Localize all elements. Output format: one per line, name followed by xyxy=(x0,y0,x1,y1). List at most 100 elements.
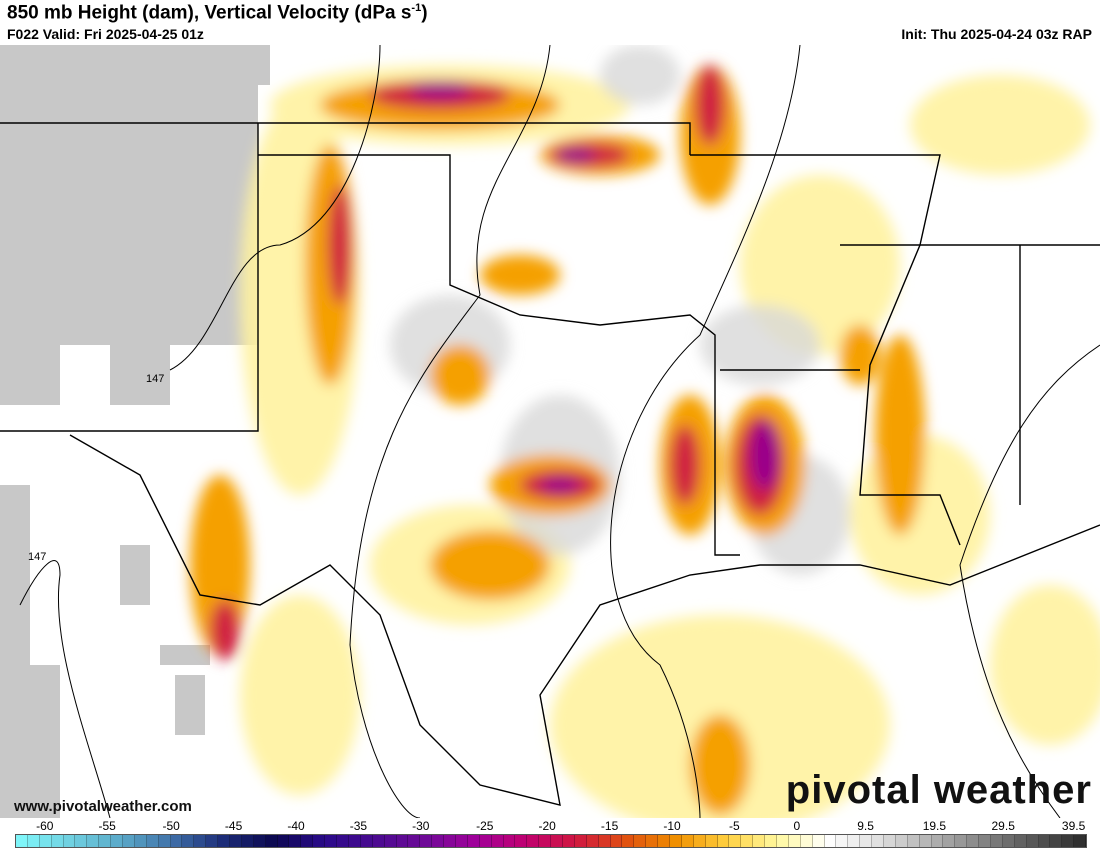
colorbar-cell xyxy=(27,835,40,847)
contour-label: 147 xyxy=(28,551,46,563)
colorbar-cell xyxy=(467,835,480,847)
colorbar-cell xyxy=(741,835,754,847)
colorbar-cell xyxy=(777,835,789,847)
velocity-shading xyxy=(190,45,1100,818)
colorbar-cell xyxy=(788,835,801,847)
colorbar-cell xyxy=(158,835,171,847)
colorbar-cell xyxy=(610,835,623,847)
colorbar-cell xyxy=(1002,835,1015,847)
colorbar-tick-label: -15 xyxy=(600,819,619,833)
colorbar-cell xyxy=(800,835,813,847)
colorbar-cell xyxy=(360,835,373,847)
colorbar-tick-label: -45 xyxy=(224,819,243,833)
colorbar-cell xyxy=(943,835,956,847)
colorbar-ticks: -60 -55 -50 -45 -40 -35 -30 -25 -20 -15 -10 -5 0 9.5 1… xyxy=(0,819,1100,833)
colorbar-tick-label: 0 xyxy=(793,819,801,833)
colorbar-cell xyxy=(230,835,242,847)
colorbar-cell xyxy=(872,835,885,847)
colorbar-cell xyxy=(574,835,587,847)
colorbar-tick-label: -40 xyxy=(287,819,305,833)
colorbar-cell xyxy=(170,835,183,847)
colorbar-cell xyxy=(301,835,314,847)
height-contours xyxy=(19,45,1100,818)
colorbar-cell xyxy=(87,835,100,847)
colorbar-cell xyxy=(277,835,290,847)
colorbar-tick-label: -10 xyxy=(663,819,681,833)
colorbar-cell xyxy=(919,835,932,847)
colorbar-cell xyxy=(669,835,682,847)
colorbar-cell xyxy=(16,835,28,847)
colorbar-cell xyxy=(622,835,635,847)
colorbar-cell xyxy=(384,835,397,847)
colorbar-cell xyxy=(479,835,492,847)
colorbar-cell xyxy=(979,835,992,847)
colorbar-tick-label: 39.5 xyxy=(1061,819,1086,833)
colorbar-cell xyxy=(289,835,302,847)
colorbar-cell xyxy=(63,835,76,847)
map-canvas: 147 147 xyxy=(0,45,1100,818)
colorbar-cell xyxy=(75,835,88,847)
colorbar-cell xyxy=(658,835,670,847)
colorbar-cell xyxy=(491,835,504,847)
colorbar-cell xyxy=(206,835,219,847)
colorbar-cell xyxy=(444,835,456,847)
colorbar-cell xyxy=(1062,835,1075,847)
colorbar-cell xyxy=(955,835,968,847)
colorbar-cell xyxy=(527,835,540,847)
colorbar-cell xyxy=(598,835,611,847)
colorbar-cell xyxy=(848,835,861,847)
colorbar-cell xyxy=(455,835,468,847)
colorbar-cell xyxy=(729,835,742,847)
colorbar-cell xyxy=(1050,835,1063,847)
colorbar-cell xyxy=(1038,835,1051,847)
weather-map[interactable]: 147 147 xyxy=(0,45,1100,818)
colorbar-cell xyxy=(681,835,694,847)
colorbar-cell xyxy=(218,835,231,847)
colorbar-cell xyxy=(931,835,944,847)
colorbar-cell xyxy=(562,835,575,847)
colorbar-cell xyxy=(325,835,338,847)
colorbar-cell xyxy=(515,835,528,847)
colorbar-cell xyxy=(717,835,730,847)
colorbar xyxy=(15,834,1087,848)
colorbar-cell xyxy=(693,835,706,847)
contour-label: 147 xyxy=(146,373,164,385)
colorbar-tick-label: -55 xyxy=(98,819,116,833)
state-borders xyxy=(0,122,1100,806)
colorbar-cell xyxy=(111,835,124,847)
colorbar-cell xyxy=(836,835,849,847)
colorbar-cell xyxy=(824,835,837,847)
colorbar-cell xyxy=(241,835,254,847)
colorbar-cell xyxy=(39,835,52,847)
valid-time: F022 Valid: Fri 2025-04-25 01z xyxy=(7,26,204,42)
pivotal-weather-logo: pivotal weather xyxy=(785,768,1092,812)
colorbar-cell xyxy=(337,835,349,847)
colorbar-cell xyxy=(1074,835,1087,847)
colorbar-tick-label: -5 xyxy=(729,819,740,833)
colorbar-tick-label: 29.5 xyxy=(991,819,1015,833)
colorbar-cell xyxy=(182,835,195,847)
colorbar-cell xyxy=(1014,835,1027,847)
website-url: www.pivotalweather.com xyxy=(14,798,192,815)
init-time: Init: Thu 2025-04-24 03z RAP xyxy=(901,26,1092,42)
colorbar-cell xyxy=(432,835,445,847)
colorbar-cell xyxy=(408,835,421,847)
colorbar-cell xyxy=(753,835,766,847)
colorbar-cell xyxy=(539,835,552,847)
colorbar-cell xyxy=(907,835,920,847)
colorbar-cell xyxy=(123,835,135,847)
colorbar-tick-label: -35 xyxy=(349,819,368,833)
colorbar-cell xyxy=(991,835,1003,847)
colorbar-cell xyxy=(396,835,409,847)
colorbar-cell xyxy=(884,835,896,847)
colorbar-tick-label: 19.5 xyxy=(922,819,947,833)
colorbar-cell xyxy=(146,835,159,847)
colorbar-tick-label: 9.5 xyxy=(857,819,874,833)
colorbar-tick-label: -60 xyxy=(36,819,54,833)
colorbar-cell xyxy=(51,835,64,847)
colorbar-tick-label: -30 xyxy=(412,819,430,833)
colorbar-cell xyxy=(313,835,326,847)
colorbar-cell xyxy=(99,835,112,847)
colorbar-cell xyxy=(895,835,908,847)
colorbar-cell xyxy=(705,835,718,847)
